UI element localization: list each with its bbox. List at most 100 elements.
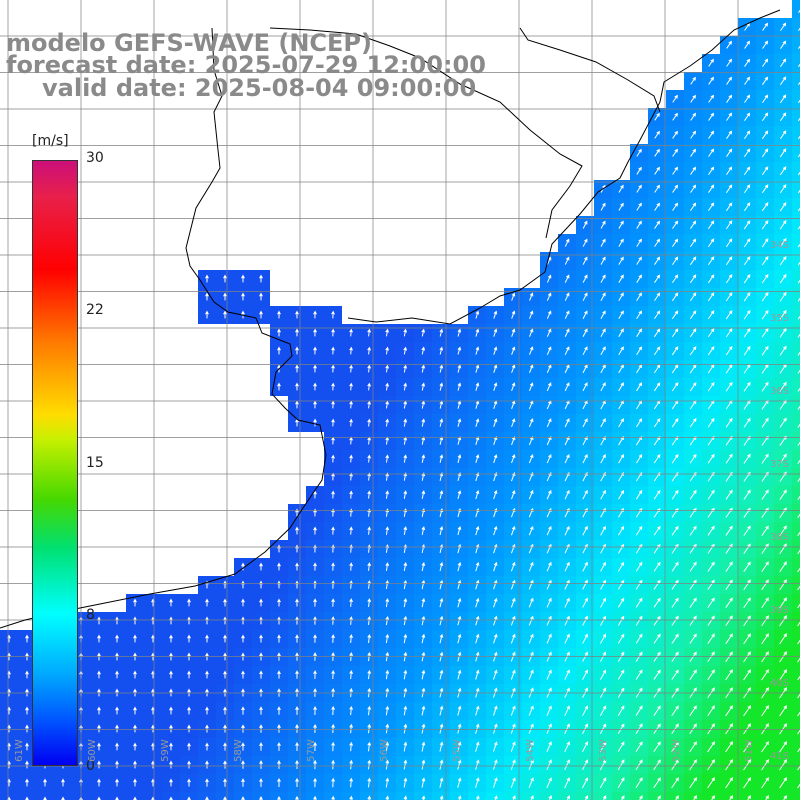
direction-arrow [743,633,751,645]
direction-arrow [259,634,263,643]
direction-arrow [725,417,733,428]
direction-arrow [313,741,317,752]
direction-arrow [599,777,607,789]
direction-arrow [403,597,408,608]
direction-arrow [564,723,570,734]
direction-arrow [403,579,408,590]
direction-arrow [349,346,353,355]
direction-arrow [510,525,516,536]
direction-arrow [635,525,643,536]
direction-arrow [725,705,733,717]
direction-arrow [439,400,444,409]
direction-arrow [797,207,800,212]
direction-arrow [564,597,570,608]
direction-arrow [797,513,800,519]
direction-arrow [223,742,227,751]
direction-arrow [295,742,299,751]
direction-arrow [511,382,516,391]
direction-arrow [797,99,800,104]
direction-arrow [743,669,751,681]
direction-arrow [331,346,335,355]
direction-arrow [689,633,697,644]
direction-arrow [439,454,444,463]
direction-arrow [653,759,661,771]
direction-arrow [528,579,534,590]
direction-arrow [671,579,679,590]
direction-arrow [259,706,263,715]
direction-arrow [779,597,787,609]
direction-arrow [743,345,751,356]
wave-cell [792,234,800,252]
direction-arrow [169,598,173,607]
direction-arrow [707,274,715,284]
direction-arrow [761,651,769,663]
direction-arrow [331,723,335,734]
direction-arrow [493,579,498,590]
direction-arrow [187,634,191,643]
direction-arrow [439,418,444,427]
direction-arrow [779,309,787,320]
direction-arrow [707,453,715,464]
direction-arrow [618,418,624,428]
direction-arrow [689,543,697,554]
direction-arrow [457,777,462,788]
direction-arrow [636,364,643,374]
direction-arrow [421,741,426,752]
direction-arrow [277,310,281,319]
direction-arrow [403,382,408,391]
direction-arrow [653,328,661,338]
direction-arrow [671,418,679,428]
wave-cell [792,306,800,324]
direction-arrow [564,453,570,464]
direction-arrow [439,705,444,716]
direction-arrow [510,561,516,572]
direction-arrow [600,202,606,211]
direction-arrow [564,633,570,644]
direction-arrow [385,669,390,680]
direction-arrow [779,417,787,428]
direction-arrow [564,328,570,337]
direction-arrow [367,669,372,680]
direction-arrow [779,220,787,230]
direction-arrow [546,597,552,608]
direction-arrow [653,579,661,590]
direction-arrow [223,274,227,283]
direction-arrow [725,651,733,663]
direction-arrow [671,651,679,662]
direction-arrow [241,706,245,715]
direction-arrow [241,292,245,301]
direction-arrow [744,76,751,85]
direction-arrow [403,490,408,499]
direction-arrow [421,382,426,391]
direction-arrow [617,723,625,734]
wave-cell [792,360,800,378]
direction-arrow [689,759,697,771]
direction-arrow [403,795,408,800]
direction-arrow [636,310,642,320]
direction-arrow [367,633,372,644]
direction-arrow [475,525,480,536]
direction-arrow [367,705,372,716]
wave-cell [792,612,800,630]
wave-cell [396,792,414,800]
wave-cell [126,792,144,800]
direction-arrow [744,58,751,67]
direction-arrow [492,741,498,752]
direction-arrow [349,526,353,535]
legend-tick-30: 30 [86,150,104,166]
direction-arrow [797,297,800,302]
direction-arrow [439,597,444,608]
direction-arrow [528,615,534,626]
direction-arrow [761,669,770,681]
direction-arrow [797,639,800,645]
direction-arrow [241,760,245,769]
direction-arrow [797,117,800,122]
direction-arrow [97,724,101,733]
direction-arrow [564,436,570,446]
direction-arrow [708,184,715,193]
direction-arrow [761,579,769,591]
direction-arrow [367,616,372,625]
direction-arrow [493,633,498,644]
direction-arrow [761,130,769,140]
direction-arrow [439,633,444,644]
